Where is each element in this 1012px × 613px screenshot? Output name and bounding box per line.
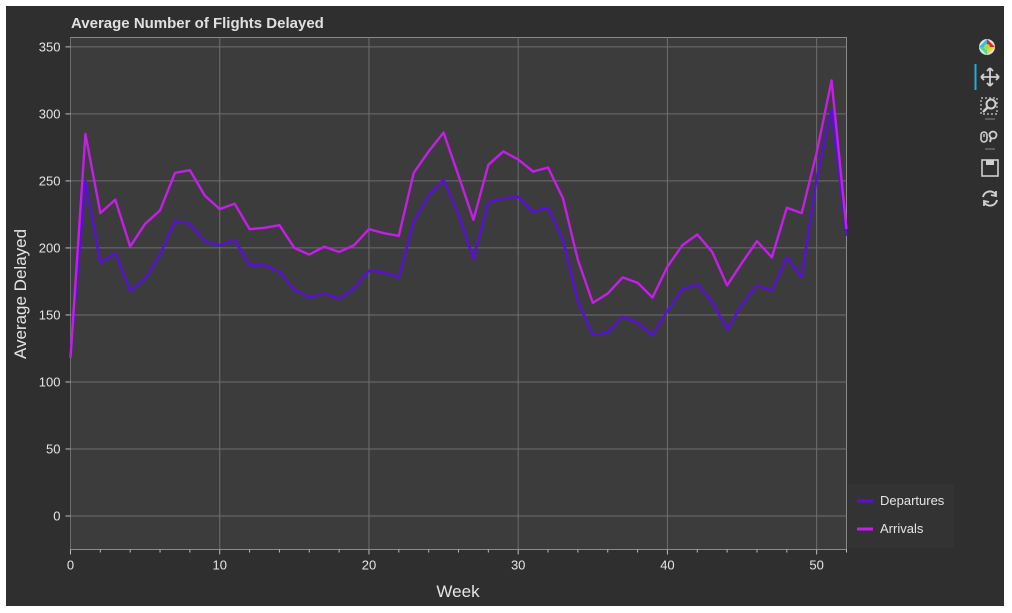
- y-tick-label: 100: [39, 374, 61, 389]
- legend-box: [848, 484, 954, 548]
- legend: Departures Arrivals: [848, 484, 954, 548]
- x-axis: 0 10 20 30 40 50: [67, 549, 847, 573]
- series-lines: [69, 79, 848, 358]
- x-tick-label: 20: [362, 558, 376, 573]
- y-tick-label: 50: [46, 441, 60, 456]
- reset-icon[interactable]: [972, 185, 1002, 211]
- bokeh-logo-icon[interactable]: [972, 34, 1002, 60]
- x-tick-label: 10: [212, 558, 226, 573]
- x-tick-label: 40: [660, 558, 674, 573]
- box-zoom-icon[interactable]: [972, 94, 1002, 120]
- y-tick-label: 300: [39, 106, 61, 121]
- save-icon[interactable]: [972, 155, 1002, 181]
- plot-area: [70, 37, 847, 550]
- wheel-zoom-icon[interactable]: [972, 124, 1002, 150]
- y-tick-label: 200: [39, 240, 61, 255]
- x-tick-label: 30: [511, 558, 525, 573]
- chart-svg: Average Number of Flights Delayed 0 10 20 3…: [11, 15, 954, 601]
- y-tick-label: 150: [39, 307, 61, 322]
- y-axis: 0 50 100 150 200 250 300 350: [39, 39, 71, 523]
- y-tick-label: 350: [39, 39, 61, 54]
- y-axis-label: Average Delayed: [11, 229, 30, 359]
- x-axis-label: Week: [436, 582, 480, 601]
- series-line-departures: [69, 108, 848, 356]
- grid-lines: [70, 37, 847, 550]
- y-tick-label: 250: [39, 173, 61, 188]
- x-tick-label: 50: [809, 558, 823, 573]
- legend-label-departures: Departures: [880, 493, 945, 508]
- chart-title: Average Number of Flights Delayed: [71, 15, 324, 32]
- y-tick-label: 0: [53, 508, 60, 523]
- x-tick-label: 0: [67, 558, 74, 573]
- series-line-arrivals: [69, 79, 848, 358]
- pan-icon[interactable]: [972, 64, 1002, 90]
- chart-figure: Average Number of Flights Delayed 0 10 20 3…: [6, 6, 1004, 606]
- legend-label-arrivals: Arrivals: [880, 521, 924, 536]
